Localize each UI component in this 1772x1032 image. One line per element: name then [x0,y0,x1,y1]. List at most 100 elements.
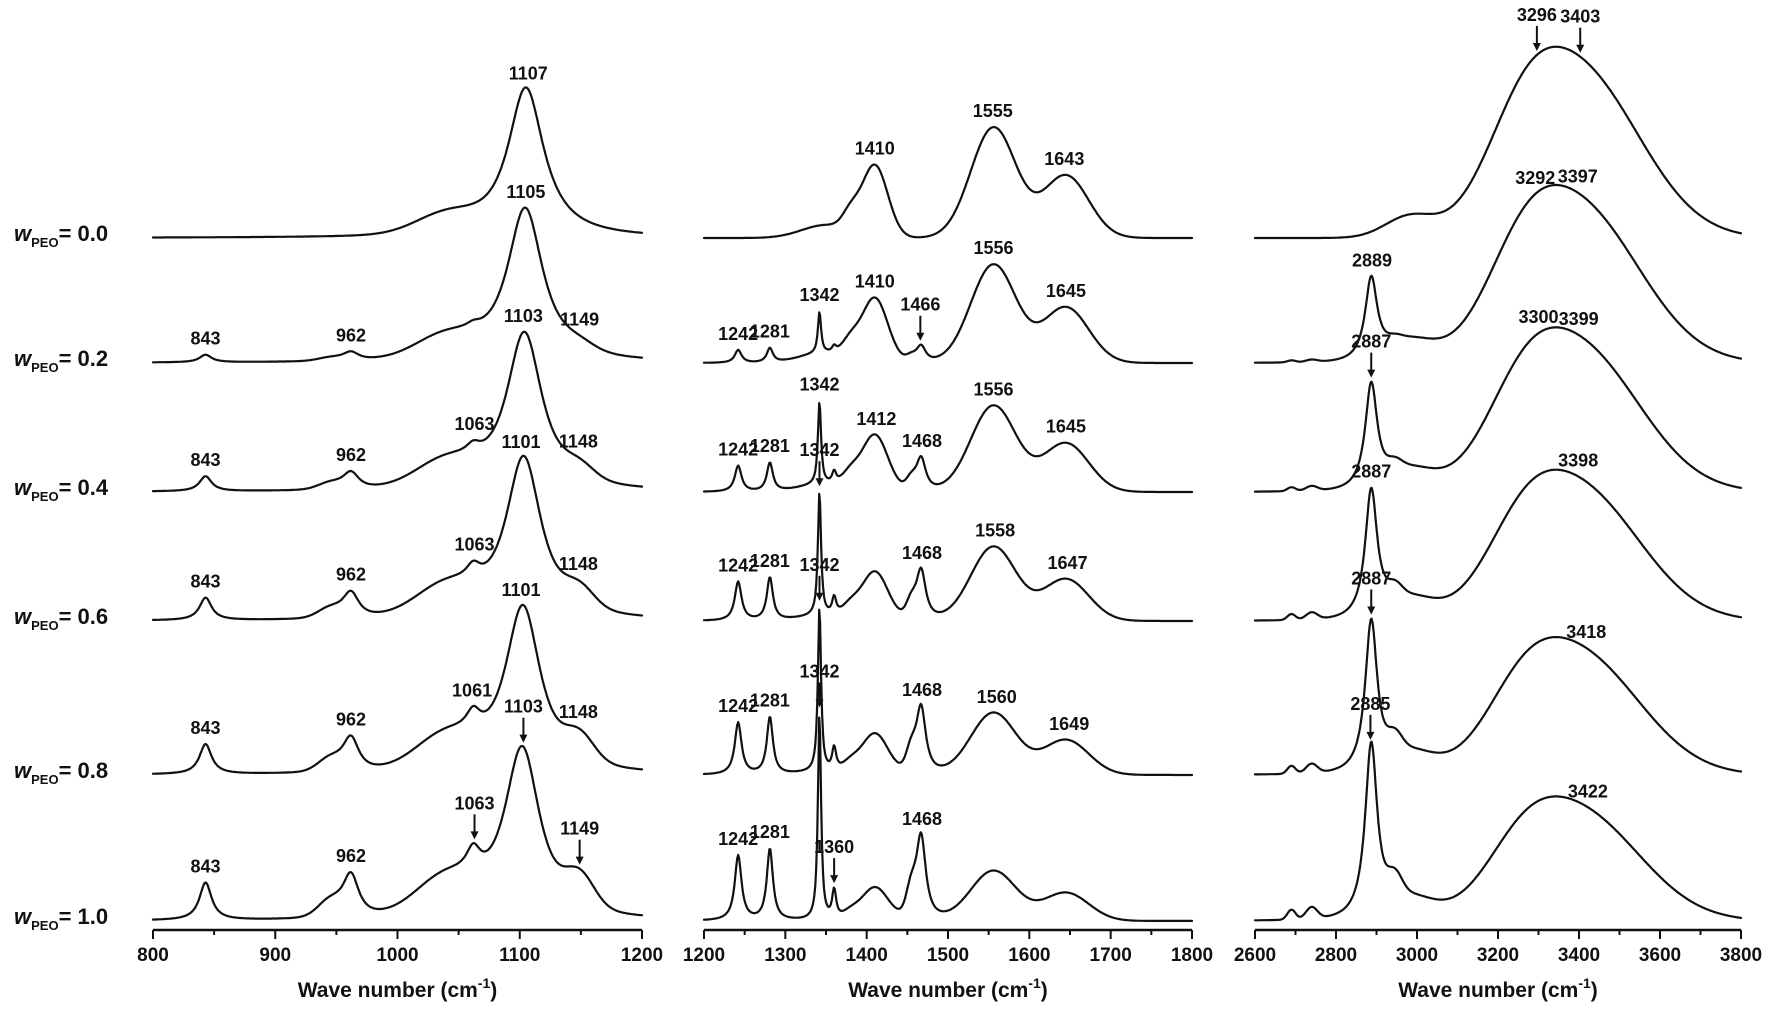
spectra-curves [151,45,1743,923]
x-tick-label-panel-3-2: 2800 [1315,945,1357,966]
peak-label-panel-1-series-3-5: 1148 [559,431,598,451]
peak-label-panel-1-series-6-3: 1063 [454,793,494,813]
spectrum-curve-panel-2-series-3 [702,402,1194,494]
peak-label-panel-2-series-6-4: 1360 [814,837,854,857]
arrow-head-panel-3-series-1-2 [1576,44,1585,53]
peak-label-panel-1-series-4-4: 1101 [501,432,540,452]
spectrum-curve-panel-3-series-6 [1253,740,1743,922]
x-tick-label-panel-3-6: 3600 [1639,945,1681,966]
peak-label-panel-2-series-4-4: 1468 [902,543,942,563]
arrow-head-panel-3-series-3-1 [1367,369,1376,378]
spectrum-curve-panel-1-series-1 [151,86,644,239]
peak-label-panel-1-series-3-4: 1103 [504,306,543,326]
x-tick-label-panel-1-4: 1100 [499,945,540,966]
peak-label-panel-2-series-3-6: 1556 [974,379,1014,399]
spectrum-curve-panel-1-series-6 [151,744,644,921]
peak-label-panel-3-series-3-3: 3399 [1559,309,1599,329]
spectrum-curve-panel-1-series-5 [151,603,644,775]
peak-label-panel-3-series-6-2: 3422 [1568,781,1608,801]
peak-label-panel-3-series-1-2: 3403 [1560,7,1600,27]
x-tick-label-panel-3-7: 3800 [1720,945,1762,966]
spectrum-curve-panel-1-series-3 [151,330,644,493]
peak-label-panel-1-series-5-4: 1101 [501,580,540,600]
x-axis-title-panel-1: Wave number (cm-1) [298,975,498,1002]
x-tick-label-panel-2-3: 1400 [846,945,888,966]
x-tick-label-panel-2-2: 1300 [764,945,806,966]
peak-label-panel-3-series-1-1: 3296 [1517,5,1557,25]
x-axes: 800 900 1000 1100 1200 Wave number (cm-1) 1200… [137,928,1762,1002]
peak-label-panel-2-series-5-6: 1649 [1049,714,1089,734]
peak-label-panel-3-series-2-2: 3292 [1515,168,1555,188]
x-tick-label-panel-3-5: 3400 [1558,945,1600,966]
peak-label-panel-2-series-6-2: 1281 [750,822,790,842]
peak-label-panel-1-series-6-4: 1103 [504,697,543,717]
x-tick-label-panel-2-6: 1700 [1090,945,1132,966]
peak-label-panel-2-series-2-4: 1410 [855,271,895,291]
peak-label-panel-2-series-3-4: 1412 [856,409,896,429]
peak-label-panel-1-series-4-3: 1063 [454,535,494,555]
arrow-head-panel-2-series-2-5 [916,332,925,341]
peak-label-panel-2-series-2-3: 1342 [799,285,839,305]
peak-label-panel-2-series-3-1: 1242 [718,440,758,460]
peak-label-panel-2-series-1-3: 1643 [1044,149,1084,169]
peak-label-panel-2-series-1-2: 1555 [973,101,1013,121]
arrow-head-panel-3-series-6-1 [1366,731,1375,740]
peak-label-panel-1-series-5-3: 1061 [452,681,492,701]
peak-label-panel-3-series-4-1: 2887 [1351,462,1391,482]
peak-label-panel-2-series-2-1: 1242 [718,324,758,344]
peak-label-panel-3-series-6-1: 2885 [1350,694,1390,714]
x-axis-title-panel-2: Wave number (cm-1) [848,975,1048,1002]
arrow-head-panel-2-series-5-3 [815,592,824,601]
peak-label-panel-2-series-3-2: 1281 [750,436,790,456]
peak-label-panel-2-series-5-3: 1342 [799,555,839,575]
peak-label-panel-3-series-5-2: 3418 [1566,622,1606,642]
peak-label-panel-3-series-2-1: 2889 [1352,250,1392,270]
peak-label-panel-1-series-3-3: 1063 [454,414,494,434]
peak-label-panel-2-series-2-5: 1466 [900,295,940,315]
spectrum-curve-panel-2-series-2 [702,263,1194,365]
peak-label-panel-2-series-1-1: 1410 [855,139,895,159]
spectrum-curve-panel-1-series-2 [151,206,644,364]
x-tick-label-panel-2-4: 1500 [927,945,969,966]
arrow-head-panel-1-series-6-5 [575,856,584,865]
peak-label-panel-2-series-5-1: 1242 [718,696,758,716]
peak-label-panel-1-series-4-5: 1148 [559,554,598,574]
x-tick-label-panel-2-7: 1800 [1171,945,1213,966]
peak-label-panel-2-series-5-5: 1560 [977,687,1017,707]
peak-label-panel-2-series-4-2: 1281 [750,551,790,571]
peak-label-panel-3-series-3-1: 2887 [1351,332,1391,352]
spectrum-curve-panel-2-series-4 [702,492,1194,623]
arrow-head-panel-3-series-1-1 [1532,42,1541,51]
x-tick-label-panel-1-2: 900 [259,945,291,966]
peak-label-panel-2-series-6-1: 1242 [718,829,758,849]
peak-label-panel-3-series-5-1: 2887 [1351,568,1391,588]
peak-label-panel-2-series-3-7: 1645 [1046,417,1086,437]
peak-label-panel-2-series-2-6: 1556 [974,238,1014,258]
peak-label-panel-2-series-5-4: 1468 [902,680,942,700]
spectrum-curve-panel-2-series-1 [702,125,1194,240]
x-tick-label-panel-2-1: 1200 [683,945,725,966]
series-label-4: wPEO= 0.6 [14,604,108,633]
spectrum-curve-panel-3-series-4 [1253,468,1743,622]
peak-label-panel-1-series-6-2: 962 [336,846,366,866]
x-tick-label-panel-1-1: 800 [137,945,169,966]
arrow-head-panel-1-series-6-4 [519,734,528,743]
peak-label-panel-1-series-5-2: 962 [336,709,366,729]
peak-label-panel-2-series-3-5: 1468 [902,431,942,451]
peak-label-panel-1-series-4-1: 843 [191,572,221,592]
peak-annotations: 1107 843 962 1105 1149 843 962 1063 1103 1148 843 9… [191,5,1608,884]
peak-label-panel-2-series-6-5: 1468 [902,809,942,829]
peak-label-panel-1-series-6-5: 1149 [560,819,599,839]
peak-label-panel-1-series-6-1: 843 [191,856,221,876]
peak-label-panel-1-series-5-5: 1148 [559,702,598,722]
x-tick-label-panel-3-3: 3000 [1396,945,1438,966]
peak-label-panel-1-series-2-3: 1105 [506,182,545,202]
arrow-head-panel-2-series-6-3 [815,699,824,708]
x-tick-label-panel-3-4: 3200 [1477,945,1519,966]
peak-label-panel-1-series-3-2: 962 [336,445,366,465]
peak-label-panel-2-series-4-3: 1342 [799,440,839,460]
peak-label-panel-3-series-2-3: 3397 [1558,167,1598,187]
peak-label-panel-1-series-2-2: 962 [336,325,366,345]
series-label-6: wPEO= 1.0 [14,904,108,933]
